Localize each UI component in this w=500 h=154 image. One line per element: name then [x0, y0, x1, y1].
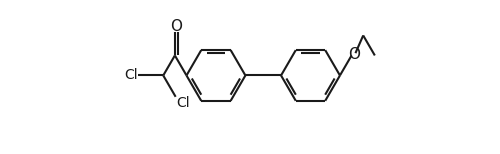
- Text: O: O: [170, 19, 182, 34]
- Text: Cl: Cl: [176, 96, 190, 110]
- Text: O: O: [348, 47, 360, 62]
- Text: Cl: Cl: [124, 69, 138, 82]
